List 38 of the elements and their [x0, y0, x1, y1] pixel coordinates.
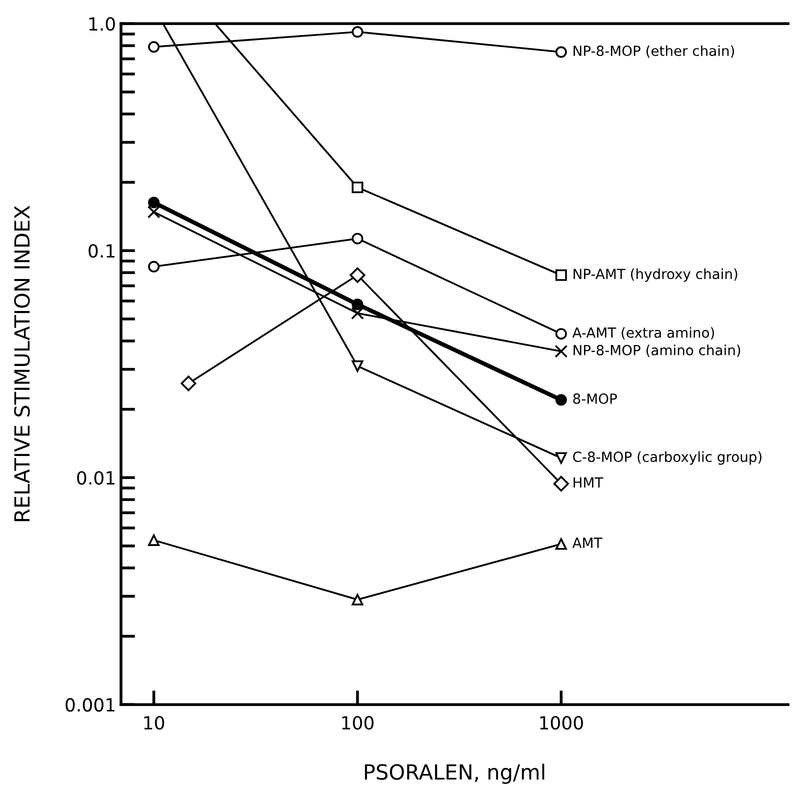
point [555, 394, 567, 406]
x-tick-label: 100 [342, 716, 374, 730]
x-tick-label: 1000 [540, 716, 583, 730]
y-tick-label: 1.0 [89, 17, 115, 31]
point [147, 206, 160, 218]
x-tick-label: 10 [144, 716, 164, 730]
series-label: NP-8-MOP (ether chain) [574, 45, 734, 58]
series-label: NP-AMT (hydroxy chain) [574, 268, 738, 282]
point [555, 538, 567, 550]
point [554, 344, 568, 358]
y-tick-label: 0.1 [88, 244, 114, 258]
point [352, 26, 364, 38]
point [352, 360, 364, 372]
series-label: NP-8-MOP (amino chain) [574, 344, 740, 358]
x-axis-title: PSORALEN, ng/ml [364, 764, 544, 784]
point [555, 452, 567, 464]
point [351, 306, 364, 320]
y-tick-label: 0.001 [66, 698, 114, 712]
series-label: AMT [572, 538, 602, 548]
series-label: 8-MOP [573, 393, 617, 404]
point [352, 182, 364, 194]
point [148, 534, 160, 546]
point [555, 46, 567, 58]
series-label: HMT [574, 477, 604, 488]
point [555, 269, 567, 281]
point [352, 232, 364, 244]
point [553, 476, 569, 492]
point [148, 41, 160, 53]
point [148, 196, 160, 208]
point [352, 594, 364, 606]
point [555, 328, 567, 340]
y-tick-label: 0.01 [77, 471, 114, 485]
series-label: A-AMT (extra amino) [572, 327, 714, 340]
series-label: C-8-MOP (carboxylic group) [573, 451, 762, 465]
point [352, 298, 364, 310]
y-axis-title: RELATIVE STIMULATION INDEX [14, 206, 30, 522]
point [148, 260, 160, 272]
point [350, 267, 366, 283]
